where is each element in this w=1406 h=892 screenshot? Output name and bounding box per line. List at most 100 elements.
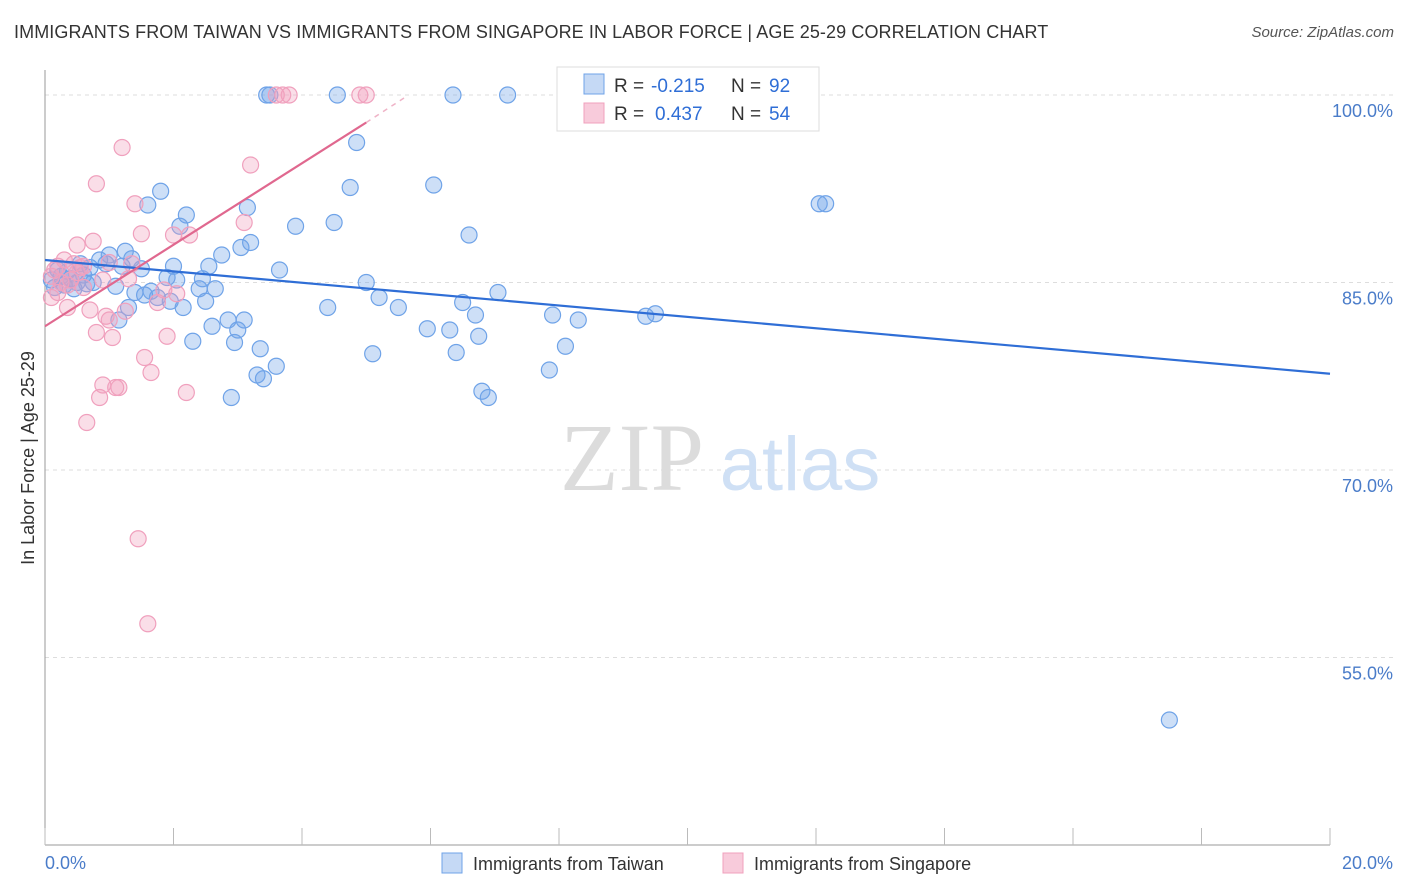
taiwan-point-55	[254, 370, 273, 388]
taiwan-point-57	[261, 86, 279, 104]
singapore-point-49	[58, 276, 77, 294]
singapore-point-11	[78, 413, 96, 432]
singapore-point-10	[74, 278, 93, 297]
x-tick-label-min: 0.0%	[45, 853, 86, 873]
grid-lines	[45, 94, 1393, 658]
singapore-point-52	[94, 271, 112, 289]
singapore-point-19	[100, 311, 118, 329]
singapore-point-26	[123, 255, 141, 273]
trend-line-singapore	[44, 121, 367, 328]
taiwan-point-43	[206, 280, 224, 298]
bottom-legend-label-singapore: Immigrants from Singapore	[754, 854, 971, 874]
singapore-point-29	[132, 225, 150, 243]
y-tick-label-1: 85.0%	[1342, 289, 1393, 309]
singapore-point-30	[135, 348, 154, 367]
singapore-point-13	[84, 232, 102, 250]
singapore-point-27	[126, 195, 144, 213]
legend-n-label-singapore: N =	[731, 104, 761, 125]
singapore-point-44	[280, 86, 298, 104]
taiwan-point-46	[222, 388, 240, 407]
series-singapore-points	[42, 86, 375, 633]
singapore-point-42	[267, 86, 285, 104]
bottom-legend-label-taiwan: Immigrants from Taiwan	[473, 854, 664, 874]
singapore-point-31	[139, 615, 157, 633]
taiwan-point-82	[540, 361, 558, 379]
legend-swatch-singapore	[583, 102, 605, 124]
singapore-point-38	[177, 383, 195, 402]
legend-r-label-taiwan: R =	[614, 76, 644, 97]
singapore-point-23	[113, 138, 131, 157]
taiwan-point-42	[203, 317, 221, 335]
taiwan-point-48	[229, 321, 247, 339]
taiwan-point-44	[213, 246, 231, 264]
singapore-point-24	[116, 302, 134, 320]
singapore-point-46	[357, 86, 375, 104]
taiwan-point-13	[84, 273, 102, 292]
taiwan-point-49	[232, 238, 250, 257]
taiwan-point-37	[184, 332, 202, 350]
taiwan-point-41	[200, 257, 218, 275]
taiwan-point-79	[479, 388, 497, 407]
taiwan-point-76	[466, 306, 485, 324]
singapore-point-47	[42, 288, 61, 307]
taiwan-point-18	[110, 311, 128, 329]
taiwan-point-90	[1160, 711, 1178, 729]
legend: R = -0.215 N = 92 R = 0.437 N = 54	[556, 66, 820, 132]
taiwan-point-89	[817, 195, 835, 213]
taiwan-point-69	[418, 320, 436, 338]
series-taiwan-points	[42, 86, 1178, 729]
taiwan-point-26	[139, 196, 157, 214]
bottom-legend-swatch-singapore	[722, 852, 744, 874]
trend-line-taiwan	[44, 258, 1331, 375]
taiwan-point-63	[328, 86, 346, 104]
taiwan-point-85	[569, 311, 587, 329]
taiwan-point-84	[556, 337, 575, 355]
legend-n-value-singapore: 54	[769, 104, 791, 125]
singapore-point-53	[100, 253, 118, 272]
singapore-point-34	[155, 281, 173, 299]
taiwan-point-68	[389, 298, 407, 317]
y-axis-label: In Labor Force | Age 25-29	[18, 351, 38, 565]
singapore-point-28	[129, 530, 147, 548]
taiwan-point-61	[319, 298, 337, 317]
taiwan-point-59	[270, 261, 289, 279]
taiwan-point-71	[441, 321, 459, 339]
y-tick-label-3: 55.0%	[1342, 664, 1393, 684]
singapore-point-41	[242, 156, 260, 174]
bottom-legend: Immigrants from Taiwan Immigrants from S…	[441, 852, 971, 874]
singapore-point-12	[81, 301, 99, 319]
taiwan-point-40	[197, 292, 215, 310]
taiwan-point-35	[174, 298, 192, 317]
singapore-point-35	[158, 327, 176, 345]
taiwan-point-65	[348, 133, 366, 152]
bottom-legend-swatch-taiwan	[441, 852, 463, 874]
taiwan-point-36	[177, 206, 195, 224]
y-tick-label-0: 100.0%	[1332, 101, 1393, 121]
taiwan-point-62	[325, 213, 343, 232]
taiwan-point-74	[454, 293, 472, 312]
taiwan-point-72	[444, 86, 462, 104]
taiwan-point-88	[810, 195, 828, 213]
legend-n-value-taiwan: 92	[769, 76, 790, 97]
singapore-point-14	[87, 323, 106, 342]
taiwan-point-70	[425, 176, 443, 194]
watermark-zip: ZIP	[560, 404, 704, 511]
singapore-point-43	[274, 86, 292, 104]
watermark: ZIP atlas	[560, 404, 880, 511]
source-label: Source: ZipAtlas.com	[1251, 24, 1394, 41]
legend-r-value-taiwan: -0.215	[651, 76, 705, 97]
singapore-point-40	[235, 213, 253, 232]
taiwan-point-83	[543, 306, 562, 324]
singapore-point-50	[68, 263, 86, 282]
legend-r-value-singapore: 0.437	[655, 104, 703, 125]
taiwan-point-60	[286, 217, 305, 235]
taiwan-point-29	[152, 182, 170, 200]
taiwan-point-81	[499, 86, 517, 104]
singapore-point-32	[142, 363, 160, 382]
singapore-point-15	[87, 175, 106, 193]
legend-swatch-taiwan	[583, 73, 605, 95]
taiwan-point-50	[235, 311, 253, 329]
taiwan-point-91	[357, 273, 375, 292]
legend-r-label-singapore: R =	[614, 104, 644, 125]
taiwan-point-67	[370, 288, 388, 307]
